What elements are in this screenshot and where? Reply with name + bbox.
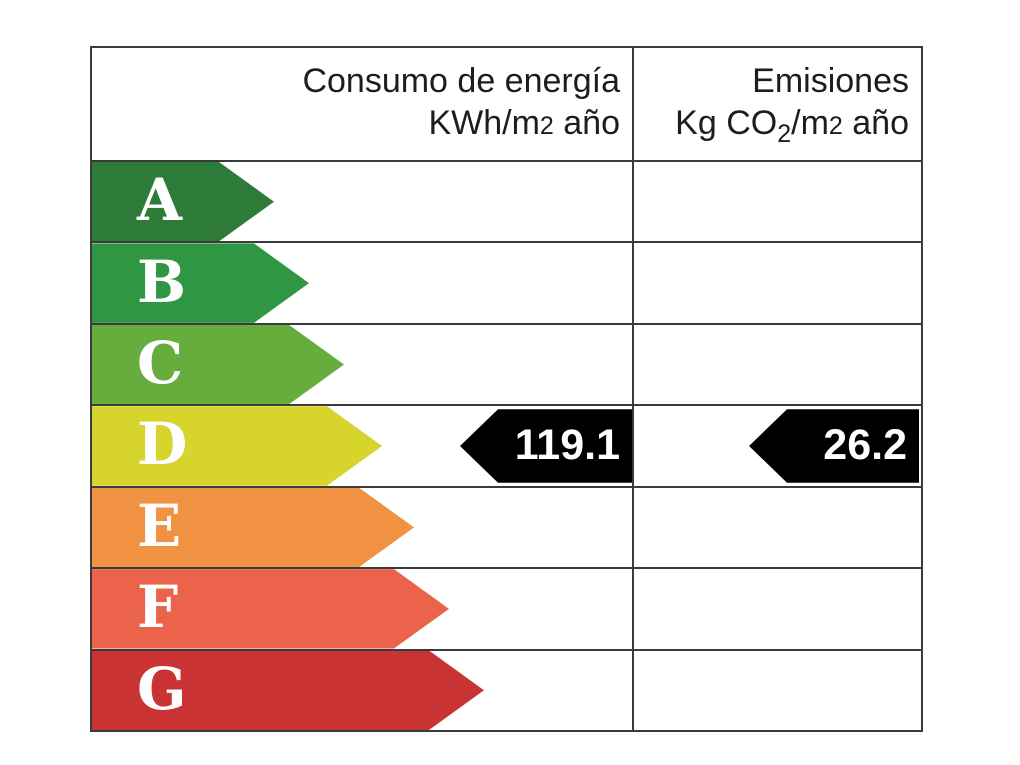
rating-row-b: B xyxy=(92,243,921,325)
rating-arrow-d: D xyxy=(92,406,382,485)
consumption-cell-a: A xyxy=(92,162,634,242)
unit-text: Kg CO xyxy=(675,103,778,142)
rating-row-c: C xyxy=(92,324,921,407)
unit-text: año xyxy=(553,103,620,142)
rating-arrow-g: G xyxy=(92,651,484,730)
superscript-two: 2 xyxy=(828,111,843,140)
consumption-unit: KWh/m2 año xyxy=(428,102,620,147)
rating-row-g: G xyxy=(92,650,921,730)
consumption-cell-f: F xyxy=(92,569,634,649)
subscript-two: 2 xyxy=(777,119,792,148)
rating-rows: A B C D 119.1 26.2 E F G xyxy=(92,162,921,730)
rating-letter-f: F xyxy=(137,573,179,642)
rating-row-a: A xyxy=(92,162,921,244)
header-consumption-column: Consumo de energía KWh/m2 año xyxy=(92,48,634,160)
consumption-cell-c: C xyxy=(92,324,634,405)
rating-arrow-f: F xyxy=(92,569,449,648)
rating-row-d: D 119.1 26.2 xyxy=(92,406,921,488)
rating-arrow-a: A xyxy=(92,162,274,241)
header-emissions-column: Emisiones Kg CO2/m2 año xyxy=(634,48,921,160)
consumption-value-marker: 119.1 xyxy=(460,409,632,483)
rating-row-e: E xyxy=(92,487,921,570)
emissions-unit: Kg CO2/m2 año xyxy=(675,102,909,148)
rating-row-f: F xyxy=(92,569,921,651)
rating-arrow-b: B xyxy=(92,243,309,322)
rating-arrow-e: E xyxy=(92,488,414,567)
consumption-title: Consumo de energía xyxy=(302,61,620,100)
table-header: Consumo de energía KWh/m2 año Emisiones … xyxy=(92,48,921,162)
unit-text: año xyxy=(842,103,909,142)
emissions-cell-a xyxy=(634,162,921,241)
emissions-cell-b xyxy=(634,243,921,322)
emissions-cell-g xyxy=(634,651,921,730)
emissions-value-marker: 26.2 xyxy=(749,409,919,483)
emissions-title: Emisiones xyxy=(752,61,909,100)
unit-text: /m xyxy=(791,103,829,142)
consumption-cell-e: E xyxy=(92,487,634,568)
emissions-cell-c xyxy=(634,325,921,404)
superscript-two: 2 xyxy=(539,111,554,140)
rating-letter-e: E xyxy=(137,491,182,560)
emissions-cell-e xyxy=(634,488,921,567)
rating-letter-b: B xyxy=(137,247,187,316)
unit-text: KWh/m xyxy=(428,103,540,142)
emissions-cell-f xyxy=(634,569,921,648)
energy-rating-table: Consumo de energía KWh/m2 año Emisiones … xyxy=(90,46,923,732)
rating-letter-g: G xyxy=(137,654,187,723)
consumption-cell-d: D 119.1 xyxy=(92,406,634,486)
rating-letter-c: C xyxy=(137,329,184,398)
rating-letter-d: D xyxy=(137,410,188,479)
rating-arrow-c: C xyxy=(92,325,344,404)
consumption-cell-g: G xyxy=(92,650,634,730)
rating-letter-a: A xyxy=(137,166,183,235)
consumption-cell-b: B xyxy=(92,243,634,323)
emissions-cell-d: 26.2 xyxy=(634,406,921,485)
